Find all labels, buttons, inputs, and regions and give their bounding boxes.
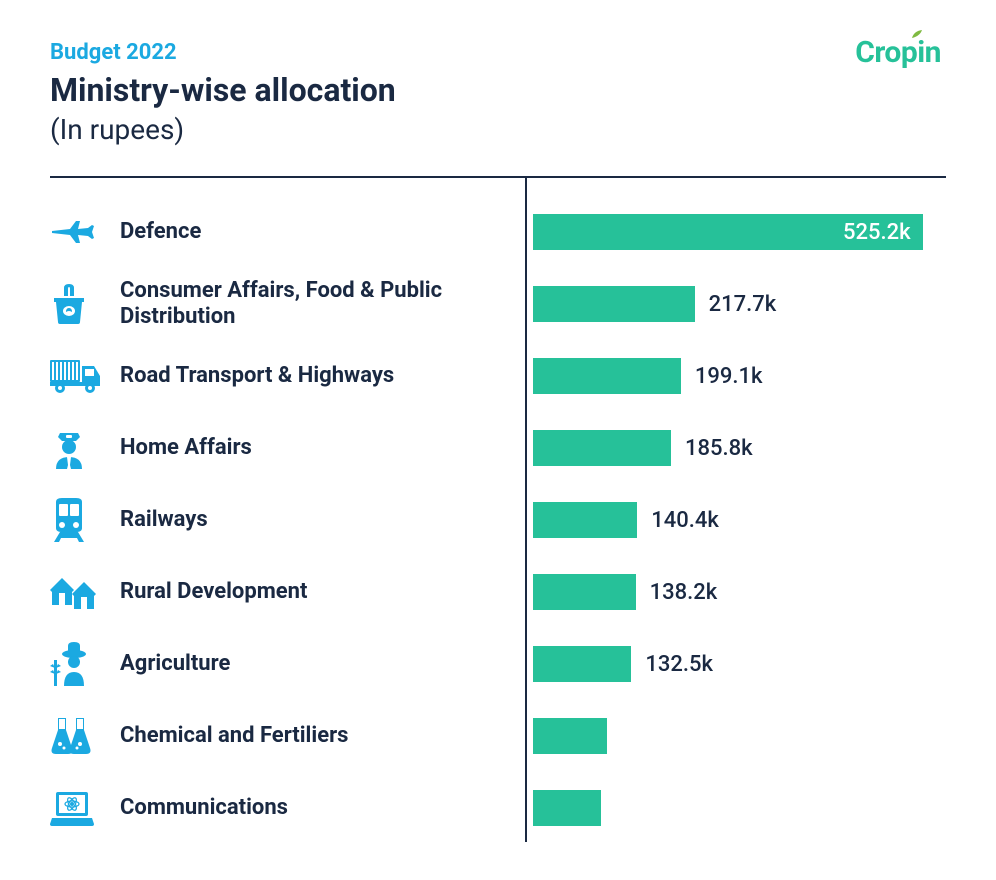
bar-cell: 140.4k [511, 502, 946, 538]
bar [533, 646, 631, 682]
brand-logo: Cropin [855, 35, 941, 70]
chart-row: Railways 140.4k [50, 484, 946, 556]
food-icon [50, 284, 106, 324]
bar-value: 525.2k [843, 220, 921, 245]
flask-icon [50, 716, 106, 756]
bar [533, 502, 637, 538]
bar-cell: 185.8k [511, 430, 946, 466]
bar [533, 718, 607, 754]
houses-icon [50, 575, 106, 609]
leaf-icon [911, 29, 923, 39]
bar-value: 140.4k [651, 508, 719, 533]
row-label: Agriculture [106, 651, 511, 677]
train-icon [50, 498, 106, 542]
row-label: Defence [106, 219, 511, 245]
subtitle: (In rupees) [50, 113, 946, 146]
logo-text: Cropin [855, 35, 941, 70]
bar-cell: 132.5k [511, 646, 946, 682]
chart-row: Road Transport & Highways 199.1k [50, 340, 946, 412]
chart-row: Defence 525.2k [50, 196, 946, 268]
row-label: Rural Development [106, 579, 511, 605]
row-label: Home Affairs [106, 435, 511, 461]
laptop-icon [50, 790, 106, 826]
truck-icon [50, 358, 106, 394]
bar [533, 430, 671, 466]
officer-icon [50, 427, 106, 469]
bar-value: 185.8k [685, 436, 753, 461]
row-label: Consumer Affairs, Food & Public Distribu… [106, 278, 511, 331]
bar-value: 217.7k [709, 292, 777, 317]
chart-row: Agriculture 132.5k [50, 628, 946, 700]
chart-row: Consumer Affairs, Food & Public Distribu… [50, 268, 946, 340]
row-label: Railways [106, 507, 511, 533]
vertical-divider [525, 178, 527, 842]
farmer-icon [50, 642, 106, 686]
bar-value: 138.2k [650, 580, 718, 605]
bar-value: 132.5k [645, 652, 713, 677]
chart-row: Home Affairs 185.8k [50, 412, 946, 484]
chart-row: Chemical and Fertiliers [50, 700, 946, 772]
bar-cell [511, 790, 946, 826]
allocation-chart: Defence 525.2k Consumer Affairs, Food & Pu… [50, 176, 946, 842]
bar-cell: 217.7k [511, 286, 946, 322]
chart-row: Rural Development 138.2k [50, 556, 946, 628]
bar-cell: 199.1k [511, 358, 946, 394]
bar-cell: 138.2k [511, 574, 946, 610]
bar [533, 358, 681, 394]
chart-row: Communications [50, 772, 946, 844]
row-label: Chemical and Fertiliers [106, 723, 511, 749]
pretitle: Budget 2022 [50, 40, 946, 65]
bar [533, 790, 601, 826]
bar [533, 286, 695, 322]
bar [533, 574, 636, 610]
bar-cell [511, 718, 946, 754]
bar-value: 199.1k [695, 364, 763, 389]
row-label: Road Transport & Highways [106, 363, 511, 389]
row-label: Communications [106, 795, 511, 821]
title: Ministry-wise allocation [50, 71, 946, 109]
header: Budget 2022 Ministry-wise allocation (In… [50, 40, 946, 146]
defence-icon [50, 217, 106, 247]
bar-cell: 525.2k [511, 214, 946, 250]
